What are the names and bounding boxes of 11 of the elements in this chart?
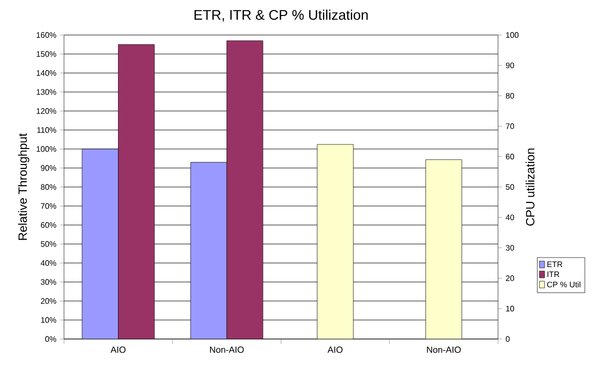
bar [82,148,118,339]
x-tick-label: AIO [328,346,343,353]
x-tick-label: AIO [110,346,126,353]
y2-axis-title: CPU utilization [526,148,534,226]
x-tick-label: Non-AIO [427,346,461,353]
bar [118,44,155,339]
x-tick-label: Non-AIO [210,346,244,353]
bar [226,40,264,339]
bar [190,162,227,339]
y-axis-title: Relative Throughput [18,133,30,240]
chart-title: ETR, ITR & CP % Utilization [194,10,368,22]
